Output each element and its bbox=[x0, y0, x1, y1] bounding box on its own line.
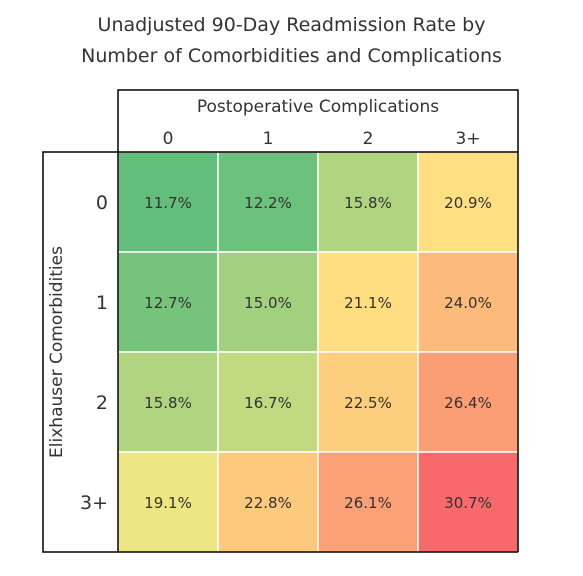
cell-value-label-r3-c2: 26.1% bbox=[344, 494, 392, 512]
cell-value-label-r0-c2: 15.8% bbox=[344, 194, 392, 212]
cell-value-label-r0-c3: 20.9% bbox=[444, 194, 492, 212]
heatmap-cell-r2-c3 bbox=[417, 351, 519, 453]
chart-title-line-1: Unadjusted 90-Day Readmission Rate by bbox=[97, 14, 486, 36]
row-header-frame bbox=[42, 151, 518, 553]
heatmap-cell-r0-c2 bbox=[317, 151, 419, 253]
cell-value-label-r2-c2: 22.5% bbox=[344, 394, 392, 412]
cell-value-label-r1-c1: 15.0% bbox=[244, 294, 292, 312]
y-tick-label-2: 2 bbox=[96, 392, 108, 414]
x-tick-label-2: 2 bbox=[363, 129, 374, 149]
heatmap-cell-r2-c0 bbox=[117, 351, 219, 453]
column-header-frame bbox=[117, 89, 519, 552]
cell-value-label-r0-c0: 11.7% bbox=[144, 194, 192, 212]
x-tick-label-0: 0 bbox=[163, 129, 174, 149]
heatmap-cell-r1-c1 bbox=[217, 251, 319, 353]
cell-value-label-r3-c1: 22.8% bbox=[244, 494, 292, 512]
y-axis-title: Elixhauser Comorbidities bbox=[47, 246, 67, 458]
heatmap-labels: 11.7% 12.2% 15.8% 20.9% 12.7% 15.0% 21.1% 24.0%… bbox=[47, 97, 492, 514]
y-tick-label-3: 3+ bbox=[80, 492, 108, 514]
chart-title-line-2: Number of Comorbidities and Complication… bbox=[81, 45, 502, 67]
heatmap-cell-r1-c0 bbox=[117, 251, 219, 353]
cell-value-label-r2-c0: 15.8% bbox=[144, 394, 192, 412]
heatmap-frame bbox=[42, 89, 519, 553]
x-tick-label-1: 1 bbox=[263, 129, 274, 149]
heatmap-cell-r0-c0 bbox=[117, 151, 219, 253]
cell-value-label-r3-c3: 30.7% bbox=[444, 494, 492, 512]
heatmap-cell-r3-c0 bbox=[117, 451, 219, 553]
cell-value-label-r0-c1: 12.2% bbox=[244, 194, 292, 212]
cell-value-label-r1-c2: 21.1% bbox=[344, 294, 392, 312]
y-tick-label-1: 1 bbox=[96, 292, 108, 314]
cell-value-label-r2-c3: 26.4% bbox=[444, 394, 492, 412]
cell-value-label-r1-c0: 12.7% bbox=[144, 294, 192, 312]
chart-title: Unadjusted 90-Day Readmission Rate by Nu… bbox=[0, 10, 583, 72]
y-tick-label-0: 0 bbox=[96, 192, 108, 214]
heatmap-cells bbox=[117, 151, 519, 553]
x-tick-label-3: 3+ bbox=[455, 129, 480, 149]
heatmap-cell-r2-c2 bbox=[317, 351, 419, 453]
cell-value-label-r1-c3: 24.0% bbox=[444, 294, 492, 312]
heatmap-cell-r3-c1 bbox=[217, 451, 319, 553]
cell-value-label-r2-c1: 16.7% bbox=[244, 394, 292, 412]
x-axis-title: Postoperative Complications bbox=[197, 97, 439, 117]
cell-value-label-r3-c0: 19.1% bbox=[144, 494, 192, 512]
